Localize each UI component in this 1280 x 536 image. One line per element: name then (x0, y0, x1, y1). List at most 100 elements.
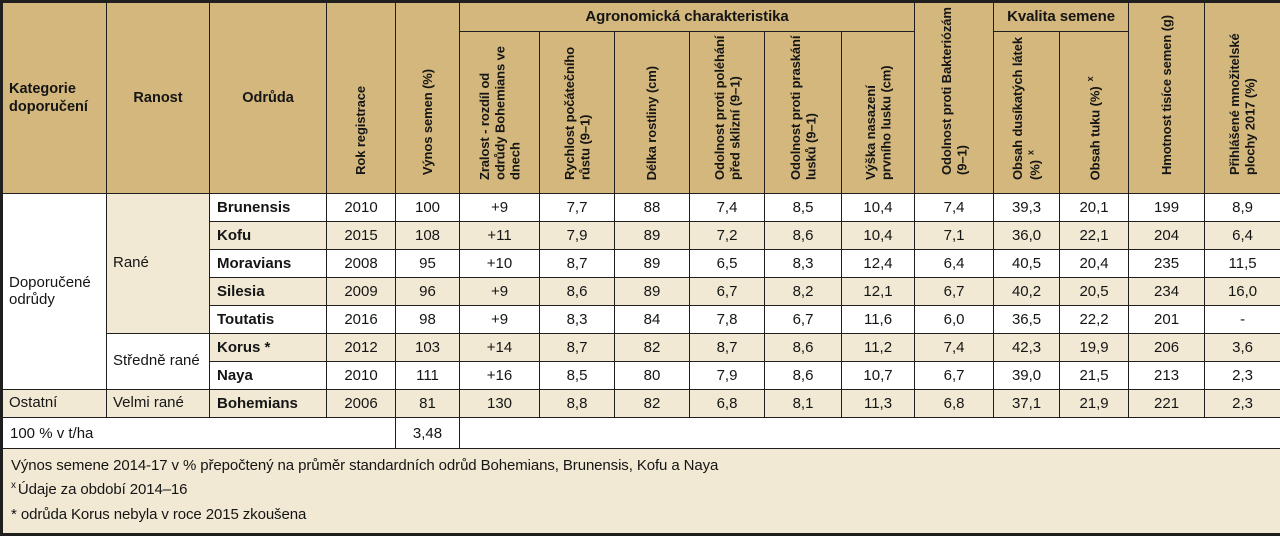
value-cell: 8,7 (540, 250, 615, 278)
footnote-korus: * odrůda Korus nebyla v roce 2015 zkouše… (11, 503, 1272, 527)
value-cell: 6,7 (915, 362, 994, 390)
value-cell: 89 (615, 278, 690, 306)
value-cell: 7,4 (690, 194, 765, 222)
value-cell: +11 (460, 222, 540, 250)
col-header-vynos-semen: Výnos semen (%) (396, 2, 460, 194)
superscript-x: x (11, 480, 16, 491)
value-cell: 130 (460, 390, 540, 418)
value-cell: 6,4 (915, 250, 994, 278)
rotated-label: Výška nasazení prvního lusku (cm) (863, 35, 894, 180)
variety-cell: Toutatis (210, 306, 327, 334)
ranost-cell: Rané (107, 194, 210, 334)
value-cell: 19,9 (1060, 334, 1129, 362)
value-cell: 36,5 (994, 306, 1060, 334)
value-cell: 81 (396, 390, 460, 418)
superscript-x: x (1085, 76, 1095, 81)
kategorie-cell: Doporučené odrůdy (2, 194, 107, 390)
rotated-label: Obsah tuku (%) x (1085, 76, 1103, 180)
rotated-label: Odolnost proti poléhání před sklizní (9–… (712, 35, 743, 180)
value-cell: 6,7 (765, 306, 842, 334)
value-cell: 8,6 (765, 362, 842, 390)
variety-cell: Kofu (210, 222, 327, 250)
value-cell: 40,2 (994, 278, 1060, 306)
value-cell: 8,8 (540, 390, 615, 418)
value-cell: - (1205, 306, 1280, 334)
basis-row: 100 % v t/ha 3,48 (2, 418, 1280, 449)
value-cell: 8,6 (765, 222, 842, 250)
value-cell: 235 (1129, 250, 1205, 278)
value-cell: 8,1 (765, 390, 842, 418)
value-cell: 2006 (327, 390, 396, 418)
col-header-rok-registrace: Rok registrace (327, 2, 396, 194)
value-cell: 88 (615, 194, 690, 222)
value-cell: 12,1 (842, 278, 915, 306)
table-header: Kategorie doporučení Ranost Odrůda Rok r… (2, 2, 1280, 194)
variety-cell: Silesia (210, 278, 327, 306)
variety-cell: Naya (210, 362, 327, 390)
value-cell: 201 (1129, 306, 1205, 334)
value-cell: 7,4 (915, 194, 994, 222)
value-cell: 8,2 (765, 278, 842, 306)
value-cell: 2,3 (1205, 390, 1280, 418)
value-cell: 10,4 (842, 194, 915, 222)
footnote-yield-basis: Výnos semene 2014-17 v % přepočtený na p… (11, 454, 1272, 478)
kategorie-cell: Ostatní (2, 390, 107, 418)
value-cell: 7,8 (690, 306, 765, 334)
value-cell: 6,5 (690, 250, 765, 278)
col-header-odolnost-polehani: Odolnost proti poléhání před sklizní (9–… (690, 31, 765, 193)
value-cell: 42,3 (994, 334, 1060, 362)
value-cell: 95 (396, 250, 460, 278)
value-cell: 6,0 (915, 306, 994, 334)
value-cell: 36,0 (994, 222, 1060, 250)
value-cell: 2008 (327, 250, 396, 278)
value-cell: 6,8 (915, 390, 994, 418)
col-header-zralost: Zralost - rozdíl od odrůdy Bohemians ve … (460, 31, 540, 193)
value-cell: 213 (1129, 362, 1205, 390)
variety-cell: Moravians (210, 250, 327, 278)
value-cell: 2016 (327, 306, 396, 334)
header-group-row: Kategorie doporučení Ranost Odrůda Rok r… (2, 2, 1280, 32)
value-cell: 11,3 (842, 390, 915, 418)
value-cell: 40,5 (994, 250, 1060, 278)
rotated-label: Výnos semen (%) (420, 69, 435, 175)
value-cell: 2012 (327, 334, 396, 362)
value-cell: 199 (1129, 194, 1205, 222)
col-header-odolnost-praskani: Odolnost proti praskání lusků (9–1) (765, 31, 842, 193)
value-cell: 2010 (327, 362, 396, 390)
footnotes-cell: Výnos semene 2014-17 v % přepočtený na p… (2, 449, 1280, 535)
value-cell: 7,2 (690, 222, 765, 250)
value-cell: +10 (460, 250, 540, 278)
rotated-label: Obsah dusíkatých látek (%) x (1010, 35, 1043, 180)
col-header-delka-rostliny: Délka rostliny (cm) (615, 31, 690, 193)
value-cell: 82 (615, 334, 690, 362)
value-cell: 11,2 (842, 334, 915, 362)
value-cell: 8,3 (765, 250, 842, 278)
value-cell: 100 (396, 194, 460, 222)
col-header-plochy: Přihlášené množitelské plochy 2017 (%) (1205, 2, 1280, 194)
col-header-bakteriozam: Odolnost proti Bakteriózám (9–1) (915, 2, 994, 194)
value-cell: 10,4 (842, 222, 915, 250)
rotated-label: Rychlost počátečního růstu (9–1) (562, 35, 593, 180)
value-cell: 89 (615, 222, 690, 250)
value-cell: 8,9 (1205, 194, 1280, 222)
rotated-label: Rok registrace (353, 86, 368, 175)
basis-value-cell: 3,48 (396, 418, 460, 449)
superscript-x: x (1025, 150, 1035, 155)
col-header-obsah-dusikatych: Obsah dusíkatých látek (%) x (994, 31, 1060, 193)
value-cell: 11,6 (842, 306, 915, 334)
value-cell: 8,6 (765, 334, 842, 362)
rotated-label: Odolnost proti Bakteriózám (9–1) (939, 3, 970, 175)
value-cell: 22,1 (1060, 222, 1129, 250)
variety-cell: Brunensis (210, 194, 327, 222)
value-cell: 234 (1129, 278, 1205, 306)
basis-empty-cell (460, 418, 1280, 449)
value-cell: 8,6 (540, 278, 615, 306)
value-cell: +16 (460, 362, 540, 390)
value-cell: 89 (615, 250, 690, 278)
value-cell: 11,5 (1205, 250, 1280, 278)
value-cell: 2,3 (1205, 362, 1280, 390)
value-cell: 21,9 (1060, 390, 1129, 418)
